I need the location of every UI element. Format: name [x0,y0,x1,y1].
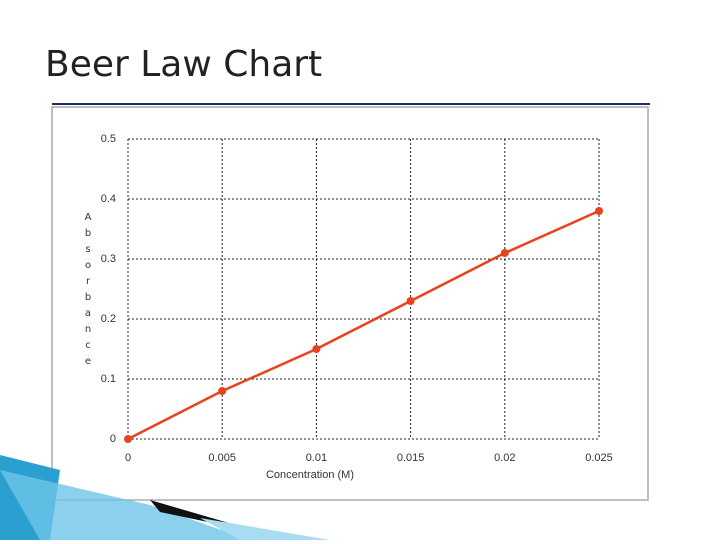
decor [0,470,250,540]
chart-frame [51,106,649,501]
data-point [595,207,603,215]
x-tick-label: 0.005 [208,452,236,464]
x-tick-label: 0.01 [306,452,327,464]
data-point [406,297,415,305]
data-point [218,387,227,395]
slide-title: Beer Law Chart [45,44,322,85]
y-axis-label: Absorbance [83,212,94,372]
y-tick-label: 0.1 [101,373,116,385]
decor [200,518,330,540]
x-tick-label: 0.015 [397,452,425,464]
x-tick-label: 0.025 [585,452,613,464]
y-tick-label: 0.5 [101,133,116,145]
data-point [312,345,321,353]
x-axis-label: Concentration (M) [266,469,354,481]
x-tick-label: 0 [125,452,131,464]
data-line [127,209,600,441]
y-tick-label: 0.4 [101,193,116,205]
data-point [500,249,509,257]
y-tick-label: 0.2 [101,313,116,325]
y-tick-label: 0.3 [101,253,116,265]
y-tick-label: 0 [110,433,116,445]
x-tick-label: 0.02 [494,452,515,464]
data-point [124,435,132,443]
